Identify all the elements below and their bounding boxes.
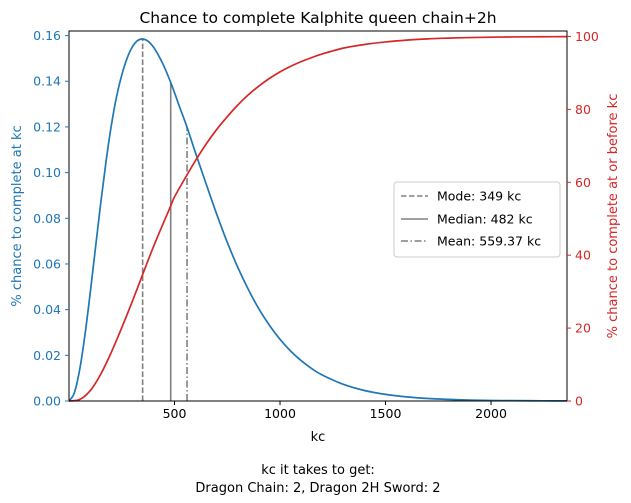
pdf-series-line — [68, 38, 568, 402]
y-tick-label-left: 0.00 — [33, 394, 61, 409]
y-tick-label-left: 0.12 — [33, 119, 61, 134]
legend-label-mode: Mode: 349 kc — [437, 189, 521, 204]
plot-area — [68, 35, 568, 402]
x-tick-label: 1500 — [370, 406, 402, 421]
x-tick-label: 1000 — [264, 406, 296, 421]
y-axis-label-left: % chance to complete at kc — [10, 125, 25, 306]
y-tick-label-right: 20 — [575, 321, 591, 336]
chart-title: Chance to complete Kalphite queen chain+… — [139, 9, 496, 27]
legend: Mode: 349 kc Median: 482 kc Mean: 559.37… — [393, 181, 561, 258]
y-tick-label-left: 0.04 — [33, 302, 61, 317]
x-axis-label: kc — [311, 430, 326, 445]
legend-label-median: Median: 482 kc — [437, 212, 533, 227]
axes-frame — [68, 30, 568, 402]
x-tick-label: 500 — [163, 406, 187, 421]
y-tick-label-left: 0.10 — [33, 165, 61, 180]
legend-box — [393, 181, 561, 258]
cdf-series-line — [68, 35, 568, 402]
y-tick-label-left: 0.02 — [33, 348, 61, 363]
y-tick-label-right: 40 — [575, 248, 591, 263]
y-tick-label-right: 60 — [575, 175, 591, 190]
y-tick-label-left: 0.08 — [33, 211, 61, 226]
x-tick-label: 2000 — [475, 406, 507, 421]
tick-group: 500 1000 1500 20000.000.020.040.060.080.100… — [33, 28, 599, 421]
y-tick-label-left: 0.06 — [33, 256, 61, 271]
y-axis-label-right: % chance to complete at or before kc — [606, 94, 621, 339]
legend-label-mean: Mean: 559.37 kc — [437, 234, 541, 249]
y-tick-label-left: 0.16 — [33, 28, 61, 43]
caption-line-2: Dragon Chain: 2, Dragon 2H Sword: 2 — [195, 481, 440, 496]
y-tick-label-right: 0 — [575, 394, 583, 409]
caption-line-1: kc it takes to get: — [261, 463, 375, 478]
y-tick-label-right: 80 — [575, 102, 591, 117]
y-tick-label-left: 0.14 — [33, 74, 61, 89]
y-tick-label-right: 100 — [575, 29, 599, 44]
